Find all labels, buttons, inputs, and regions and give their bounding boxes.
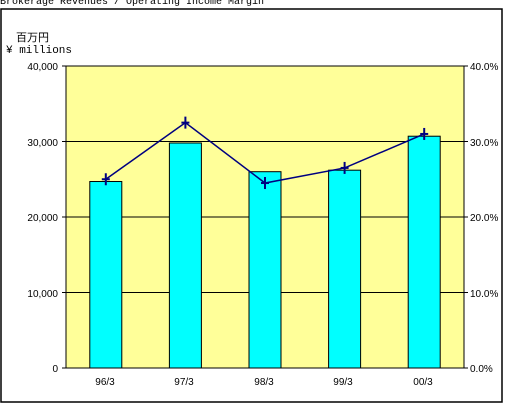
bar-4 (407, 135, 441, 369)
y-right-tick-4: 40.0% (470, 62, 498, 73)
x-tick-3: 99/3 (333, 377, 353, 388)
y-left-tick-3: 30,000 (27, 138, 58, 149)
x-tick-0: 96/3 (95, 377, 115, 388)
y-right-tick-2: 20.0% (470, 213, 498, 224)
bar-1 (168, 142, 202, 369)
margin-point-3 (340, 161, 349, 174)
x-tick-1: 97/3 (174, 377, 194, 388)
y-left-tick-4: 40,000 (27, 62, 58, 73)
bar-3 (328, 169, 362, 369)
margin-point-4 (420, 127, 429, 140)
margin-point-2 (261, 177, 269, 190)
y-right-tick-0: 0.0% (470, 364, 493, 375)
bar-0 (89, 181, 123, 369)
bars (89, 135, 441, 369)
y-left-tick-1: 10,000 (27, 289, 58, 300)
margin-line (101, 116, 429, 190)
y-right-tick-3: 30.0% (470, 138, 498, 149)
chart-caption: Brokerage Revenues / Operating Income Ma… (0, 0, 264, 8)
bar-2 (248, 171, 282, 369)
y-right-tick-1: 10.0% (470, 289, 498, 300)
y-left-tick-2: 20,000 (27, 213, 58, 224)
unit-label-jp: 百万円 (16, 32, 49, 44)
margin-point-1 (181, 116, 190, 129)
unit-label-en: ¥ millions (6, 45, 72, 57)
margin-point-0 (101, 173, 110, 186)
x-tick-2: 98/3 (254, 377, 274, 388)
y-left-tick-0: 0 (52, 364, 58, 375)
x-tick-4: 00/3 (413, 377, 433, 388)
